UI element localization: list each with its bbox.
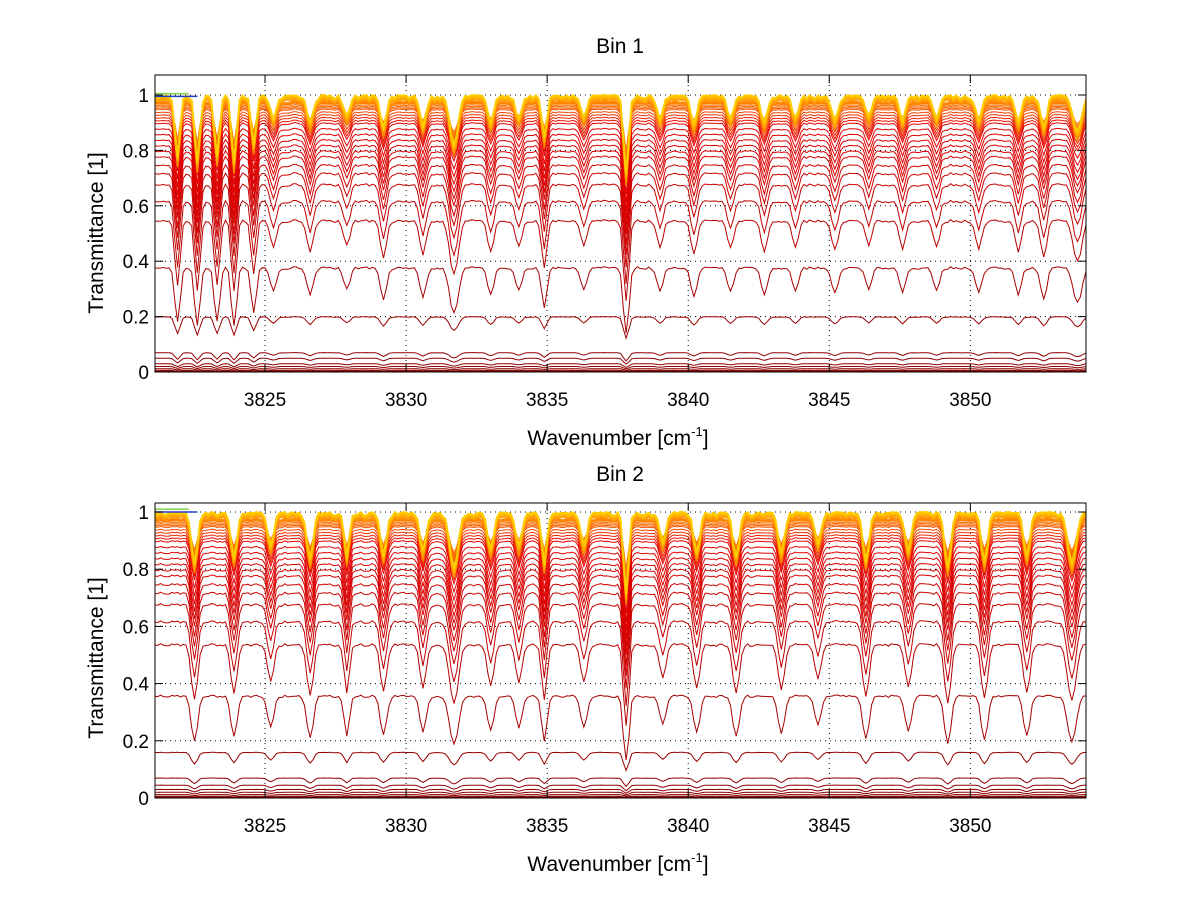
series-line [154,363,1087,368]
series-line [154,551,1087,623]
y-tick-label: 0.6 [123,197,149,218]
series-group [154,92,1087,373]
x-axis-label-base: Wavenumber [cm [527,853,691,876]
series-line [154,199,1087,284]
series-line [154,219,1087,301]
x-tick-label: 3825 [244,390,286,411]
x-tick-label: 3835 [526,390,568,411]
y-tick-label: 0.8 [123,141,149,162]
axes-frame [154,74,1087,373]
series-line [155,368,1087,371]
series-line [154,557,1087,631]
x-tick-label: 3850 [949,390,991,411]
series-line [154,582,1087,666]
series-line [155,784,1086,792]
y-tick-label: 0 [138,363,149,384]
x-axis-label-tail: ] [703,853,709,876]
x-tick-label: 3840 [667,390,709,411]
subplot-title: Bin 2 [596,463,644,486]
x-ticks: 3825 3830 3835 3840 3845 3850 [244,503,991,837]
series-line [154,352,1087,362]
series-line [154,163,1087,245]
series-line [154,316,1087,340]
series-line [154,94,1087,174]
series-line [154,620,1087,706]
x-tick-label: 3830 [385,390,427,411]
series-line [154,183,1087,268]
x-axis-label-sup: -1 [691,424,703,439]
series-line [155,795,1086,798]
series-line [154,694,1087,761]
y-tick-label: 0.6 [123,617,149,638]
x-axis-label-tail: ] [703,427,709,450]
y-tick-label: 0.2 [123,308,149,329]
series-line [155,788,1086,794]
y-tick-label: 0.2 [123,732,149,753]
x-tick-label: 3845 [808,390,850,411]
x-tick-label: 3845 [808,816,850,837]
series-line [154,751,1087,772]
series-line [155,791,1086,796]
x-tick-label: 3850 [949,816,991,837]
y-tick-label: 1 [138,86,149,107]
x-axis-label: Wavenumber [cm-1] [527,424,708,450]
grid [155,503,1086,798]
x-tick-label: 3825 [244,816,286,837]
x-tick-label: 3840 [667,816,709,837]
series-line [154,171,1087,255]
y-tick-label: 0.4 [123,252,150,273]
y-tick-label: 0.4 [123,675,150,696]
series-line [154,357,1087,365]
subplot-title: Bin 1 [596,35,644,58]
series-line [154,642,1087,726]
series-line [154,127,1087,195]
x-axis-label: Wavenumber [cm-1] [527,850,708,876]
x-tick-label: 3830 [385,816,427,837]
y-tick-label: 1 [138,503,149,524]
series-group [154,508,1087,799]
series-line [154,591,1087,676]
series-line [154,602,1087,689]
y-axis-label: Transmittance [1] [85,577,108,738]
series-line [155,794,1086,797]
series-line [154,545,1087,614]
series-line [154,369,1087,372]
y-axis-label: Transmittance [1] [85,152,108,313]
x-axis-label-base: Wavenumber [cm [527,427,691,450]
series-line [154,266,1087,333]
y-ticks: 0 0.2 0.4 0.6 0.8 1 [123,503,1086,810]
y-tick-label: 0.8 [123,560,149,581]
series-line [155,777,1086,788]
y-tick-label: 0 [138,789,149,810]
x-ticks: 3825 3830 3835 3840 3845 3850 [244,75,991,411]
axes-frame [154,502,1087,799]
subplot-bin-2: Bin 2 3825 3830 3835 3840 3845 3850 0 0.2 0.4 0.… [85,463,1087,876]
y-ticks: 0 0.2 0.4 0.6 0.8 1 [123,86,1086,384]
x-axis-label-sup: -1 [691,850,703,865]
series-line [154,133,1087,203]
series-line [154,138,1087,212]
series-line [155,365,1087,370]
x-tick-label: 3835 [526,816,568,837]
subplot-bin-1: Bin 1 3825 3830 3835 3840 3845 3850 0 0.2 0.4 0.… [85,35,1087,450]
series-line [154,510,1087,593]
